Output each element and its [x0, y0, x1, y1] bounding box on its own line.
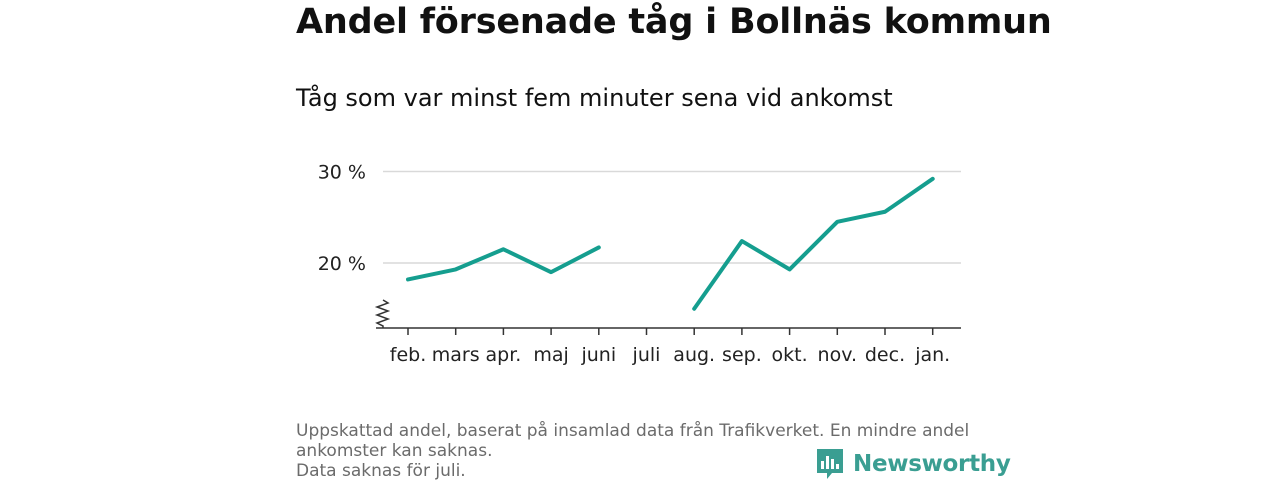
x-tick-label: feb. — [390, 344, 426, 366]
brand-name: Newsworthy — [853, 451, 1011, 477]
y-tick-label: 20 % — [318, 253, 366, 275]
y-tick-label: 30 % — [318, 162, 366, 184]
x-tick-label: jan. — [914, 344, 950, 366]
footnote-line-1: Uppskattad andel, baserat på insamlad da… — [296, 421, 970, 441]
line-chart: 20 % 30 % feb. mars apr. maj juni juli aug. sep.… — [318, 162, 961, 366]
bar-chart-icon — [817, 449, 843, 479]
chart-subtitle: Tåg som var minst fem minuter sena vid a… — [296, 84, 893, 112]
x-tick-label: okt. — [772, 344, 808, 366]
x-tick-label: maj — [533, 344, 568, 366]
x-tick-label: juli — [632, 344, 661, 366]
gridlines — [383, 170, 961, 264]
x-tick-label: mars — [432, 344, 480, 366]
x-tick-label: dec. — [865, 344, 905, 366]
chart-title: Andel försenade tåg i Bollnäs kommun — [296, 2, 1052, 42]
series-line-segment-2 — [692, 176, 935, 311]
axis-break-icon — [374, 299, 391, 328]
y-tick-labels: 20 % 30 % — [318, 162, 366, 276]
brand-logo[interactable]: Newsworthy — [815, 447, 1011, 481]
x-axis — [374, 299, 961, 329]
x-tick-label: apr. — [485, 344, 521, 366]
x-ticks: feb. mars apr. maj juni juli aug. sep. okt. nov. d… — [390, 328, 950, 366]
footnote-line-2: ankomster kan saknas. — [296, 441, 493, 461]
x-tick-label: nov. — [818, 344, 857, 366]
footnote-line-3: Data saknas för juli. — [296, 461, 466, 481]
x-tick-label: sep. — [722, 344, 762, 366]
chart-footnote: Uppskattad andel, baserat på insamlad da… — [296, 421, 996, 481]
series-line-segment-1 — [406, 245, 601, 282]
x-tick-label: juni — [580, 344, 616, 366]
x-tick-label: aug. — [673, 344, 715, 366]
series-lines — [406, 176, 935, 311]
